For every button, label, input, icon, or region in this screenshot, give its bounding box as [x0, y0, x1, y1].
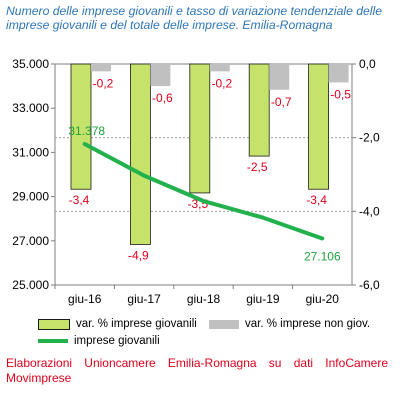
legend-item-young-count: imprese giovanili [38, 335, 160, 347]
bar-total-var [91, 64, 111, 72]
legend-swatch-total-var [209, 319, 239, 329]
x-axis-label: giu-20 [306, 292, 340, 306]
right-axis-label: -2,0 [359, 131, 380, 145]
left-axis-label: 25.000 [12, 278, 49, 292]
x-axis-label: giu-16 [68, 292, 102, 306]
left-axis-label: 31.000 [12, 145, 49, 159]
left-axis-label: 29.000 [12, 190, 49, 204]
data-label-total-var: -0,7 [271, 95, 292, 109]
bar-total-var [269, 64, 290, 90]
bar-young-var [129, 63, 151, 245]
left-axis-label: 27.000 [12, 234, 49, 248]
data-label-young-var: -3,4 [306, 193, 327, 207]
x-axis-label: giu-17 [127, 292, 161, 306]
data-label-total-var: -0,6 [152, 91, 173, 105]
bar-young-var [308, 63, 330, 190]
legend-label-young-var: var. % imprese giovanili [76, 318, 197, 330]
bar-total-var [150, 64, 171, 87]
data-label-young-var: -2,5 [247, 160, 268, 174]
data-label-total-var: -0,5 [330, 87, 351, 101]
data-label-total-var: -0,2 [93, 76, 114, 90]
legend-item-young-var: var. % imprese giovanili [38, 318, 197, 330]
bar-total-var [328, 64, 349, 83]
data-label-young-count: 27.106 [304, 249, 341, 263]
right-axis-label: -4,0 [359, 204, 380, 218]
x-axis-label: giu-19 [246, 292, 280, 306]
legend-item-total-var: var. % imprese non giov. [209, 318, 370, 330]
data-label-young-count: 31.378 [68, 124, 105, 138]
x-axis-label: giu-18 [187, 292, 221, 306]
legend-label-total-var: var. % imprese non giov. [245, 318, 371, 330]
bar-young-var [189, 63, 211, 194]
source-note: Elaborazioni Unioncamere Emilia-Romagna … [6, 356, 388, 385]
left-axis-label: 33.000 [12, 101, 49, 115]
legend-swatch-young-count [38, 339, 68, 343]
right-axis-label: 0,0 [359, 57, 376, 71]
bar-young-var [248, 63, 270, 157]
data-label-young-var: -4,9 [128, 248, 149, 262]
right-axis-label: -6,0 [359, 278, 380, 292]
line-young-count [82, 142, 325, 241]
legend-label-young-count: imprese giovanili [74, 335, 160, 347]
data-label-total-var: -0,2 [211, 76, 232, 90]
legend-swatch-young-var [38, 318, 70, 330]
left-axis-label: 35.000 [12, 57, 49, 71]
chart-title: Numero delle imprese giovanili e tasso d… [6, 4, 382, 32]
data-label-young-var: -3,4 [69, 193, 90, 207]
bar-total-var [209, 64, 230, 72]
bar-young-var [70, 63, 92, 190]
